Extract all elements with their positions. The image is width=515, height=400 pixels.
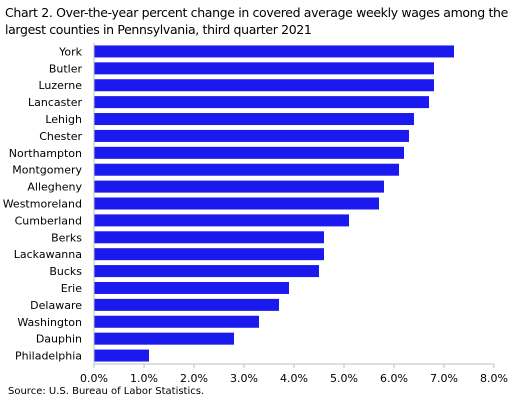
bar-erie xyxy=(94,281,289,294)
bar-york xyxy=(94,45,454,58)
bar-butler xyxy=(94,62,434,75)
x-tick-label: 7.0% xyxy=(430,372,458,385)
bar-northampton xyxy=(94,146,404,159)
source-note: Source: U.S. Bureau of Labor Statistics. xyxy=(8,386,205,397)
x-tick-label: 3.0% xyxy=(230,372,258,385)
bar-luzerne xyxy=(94,79,434,92)
category-label-chester: Chester xyxy=(39,130,82,143)
category-label-montgomery: Montgomery xyxy=(12,164,82,177)
bar-washington xyxy=(94,315,259,328)
bar-allegheny xyxy=(94,180,384,193)
x-tick-label: 8.0% xyxy=(480,372,508,385)
bar-westmoreland xyxy=(94,197,379,210)
category-label-northampton: Northampton xyxy=(9,147,82,160)
category-label-bucks: Bucks xyxy=(49,265,82,278)
category-label-delaware: Delaware xyxy=(30,299,82,312)
bar-bucks xyxy=(94,265,319,278)
x-tick-label: 2.0% xyxy=(180,372,208,385)
bar-lackawanna xyxy=(94,248,324,261)
x-tick-label: 4.0% xyxy=(280,372,308,385)
category-label-york: York xyxy=(58,45,83,58)
bar-delaware xyxy=(94,298,279,311)
category-label-luzerne: Luzerne xyxy=(38,79,82,92)
category-label-westmoreland: Westmoreland xyxy=(3,198,82,211)
bar-lancaster xyxy=(94,96,429,109)
bar-lehigh xyxy=(94,113,414,126)
chart-title: Chart 2. Over-the-year percent change in… xyxy=(5,5,508,37)
bar-berks xyxy=(94,231,324,244)
category-label-erie: Erie xyxy=(61,282,83,295)
x-axis: 0.0% 1.0% 2.0% 3.0% 4.0% 5.0% 6.0% 7.0% 8.0% xyxy=(80,43,508,385)
x-tick-label: 6.0% xyxy=(380,372,408,385)
category-label-berks: Berks xyxy=(51,231,82,244)
bar-dauphin xyxy=(94,332,234,345)
category-label-philadelphia: Philadelphia xyxy=(15,350,82,363)
category-label-butler: Butler xyxy=(49,62,83,75)
bar-philadelphia xyxy=(94,349,149,362)
category-label-allegheny: Allegheny xyxy=(27,181,82,194)
category-label-lehigh: Lehigh xyxy=(45,113,82,126)
category-labels: York Butler Luzerne Lancaster Lehigh Chester N… xyxy=(3,45,83,362)
x-tick-label: 5.0% xyxy=(330,372,358,385)
x-tick-label: 1.0% xyxy=(130,372,158,385)
category-label-lancaster: Lancaster xyxy=(28,96,82,109)
bar-montgomery xyxy=(94,163,399,176)
category-label-washington: Washington xyxy=(17,316,82,329)
bars-group xyxy=(94,45,454,362)
bar-cumberland xyxy=(94,214,349,227)
category-label-lackawanna: Lackawanna xyxy=(14,248,82,261)
x-tick-label: 0.0% xyxy=(80,372,108,385)
category-label-dauphin: Dauphin xyxy=(36,333,82,346)
bar-chester xyxy=(94,129,409,142)
category-label-cumberland: Cumberland xyxy=(15,214,82,227)
